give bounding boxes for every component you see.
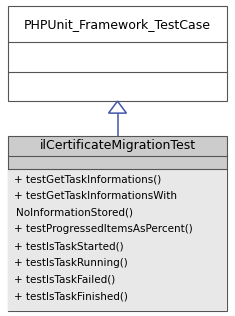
Text: NoInformationStored(): NoInformationStored() [16, 208, 133, 218]
Bar [8, 136, 227, 311]
Text: ilCertificateMigrationTest: ilCertificateMigrationTest [39, 139, 196, 152]
Text: + testProgressedItemsAsPercent(): + testProgressedItemsAsPercent() [14, 224, 193, 234]
Text: + testIsTaskStarted(): + testIsTaskStarted() [14, 241, 124, 251]
Text: + testGetTaskInformations(): + testGetTaskInformations() [14, 174, 161, 184]
Bar [8, 6, 227, 101]
Text: + testIsTaskRunning(): + testIsTaskRunning() [14, 258, 128, 268]
Text: + testGetTaskInformationsWith: + testGetTaskInformationsWith [14, 191, 177, 201]
Text: + testIsTaskFinished(): + testIsTaskFinished() [14, 291, 128, 301]
Bar [8, 169, 227, 311]
Polygon shape [109, 101, 126, 113]
Text: + testIsTaskFailed(): + testIsTaskFailed() [14, 275, 115, 284]
Text: PHPUnit_Framework_TestCase: PHPUnit_Framework_TestCase [24, 18, 211, 31]
